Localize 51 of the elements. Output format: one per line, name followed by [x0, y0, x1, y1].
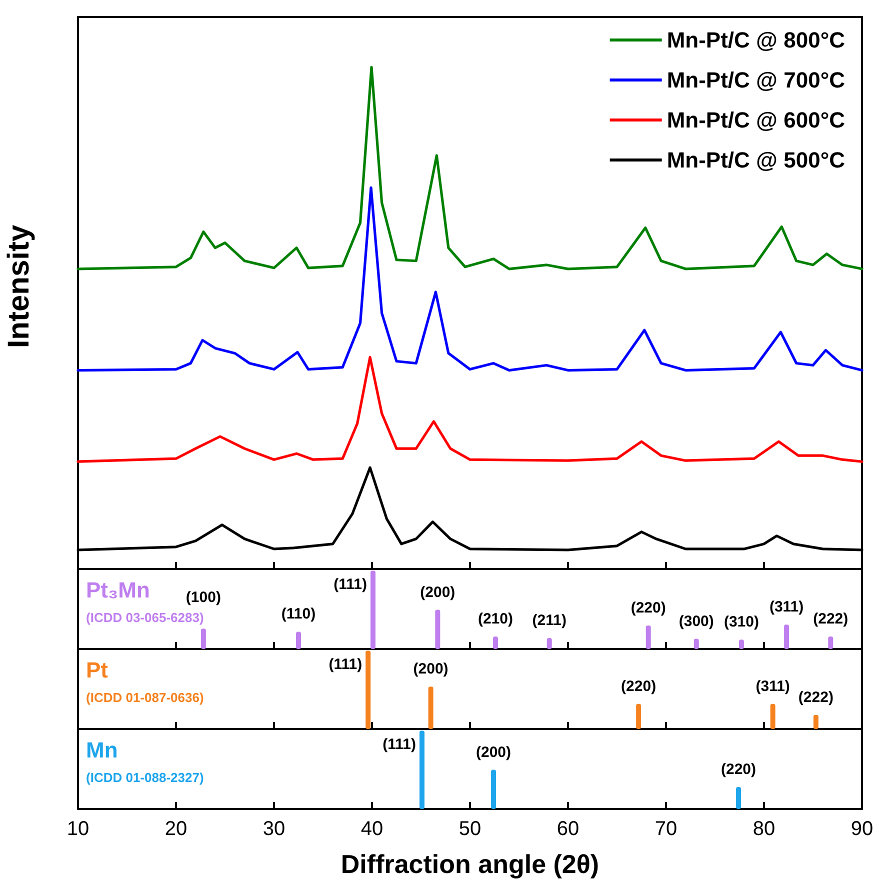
annotation: (200)	[420, 584, 456, 601]
annotation: (300)	[678, 612, 714, 630]
x-tick-label: 40	[360, 818, 384, 840]
annotation: (220)	[621, 678, 656, 695]
x-tick-label: 20	[164, 818, 188, 840]
bar	[200, 628, 206, 649]
x-tick-label: 60	[556, 818, 580, 840]
bar	[636, 704, 642, 729]
bar	[813, 714, 818, 729]
x-tick-label: 30	[262, 818, 286, 840]
annotation: (220)	[630, 599, 666, 616]
legend-label: Mn-Pt/C @ 500°C	[666, 148, 846, 172]
annotation: (110)	[281, 606, 316, 623]
annotation: (222)	[813, 610, 848, 628]
annotation: (200)	[476, 744, 512, 761]
annotation: (222)	[798, 688, 834, 706]
legend-label: Mn-Pt/C @ 600°C	[666, 108, 846, 132]
annotation: (220)	[721, 761, 756, 778]
bar	[646, 625, 651, 649]
x-tick-label: 50	[458, 818, 482, 840]
annotation: (210)	[478, 610, 513, 628]
x-tick-label: 80	[752, 818, 776, 840]
bar	[784, 624, 790, 649]
y-axis-title: Intensity	[2, 224, 36, 348]
annotation: (311)	[769, 598, 804, 616]
bar	[435, 610, 440, 649]
annotation: (111)	[334, 576, 367, 594]
chart-title: Pt	[86, 658, 109, 682]
x-axis-title: Diffraction angle (2θ)	[340, 849, 600, 879]
annotation: (111)	[382, 736, 416, 754]
x-tick-label: 10	[66, 818, 90, 840]
legend-label: Mn-Pt/C @ 800°C	[666, 28, 846, 52]
annotation: (111)	[328, 656, 362, 674]
annotation: (310)	[724, 614, 759, 631]
x-tick-label: 90	[850, 818, 874, 840]
bar	[428, 686, 434, 729]
legend-label: Mn-Pt/C @ 700°C	[666, 68, 846, 92]
chart-title: Pt₃Mn	[86, 578, 150, 602]
bar	[370, 570, 376, 649]
x-tick-label: 70	[654, 818, 678, 840]
annotation: (211)	[532, 612, 566, 630]
annotation: (ICDD 01-088-2327)	[86, 770, 204, 785]
annotation: (ICDD 01-087-0636)	[86, 690, 204, 705]
bar	[770, 704, 776, 729]
bar	[366, 650, 371, 729]
bar	[296, 632, 301, 649]
annotation: (200)	[413, 660, 448, 678]
chart-title: Mn	[86, 738, 118, 762]
annotation: (100)	[186, 589, 221, 606]
annotation: (ICDD 03-065-6283)	[86, 610, 204, 625]
annotation: (311)	[756, 678, 790, 695]
